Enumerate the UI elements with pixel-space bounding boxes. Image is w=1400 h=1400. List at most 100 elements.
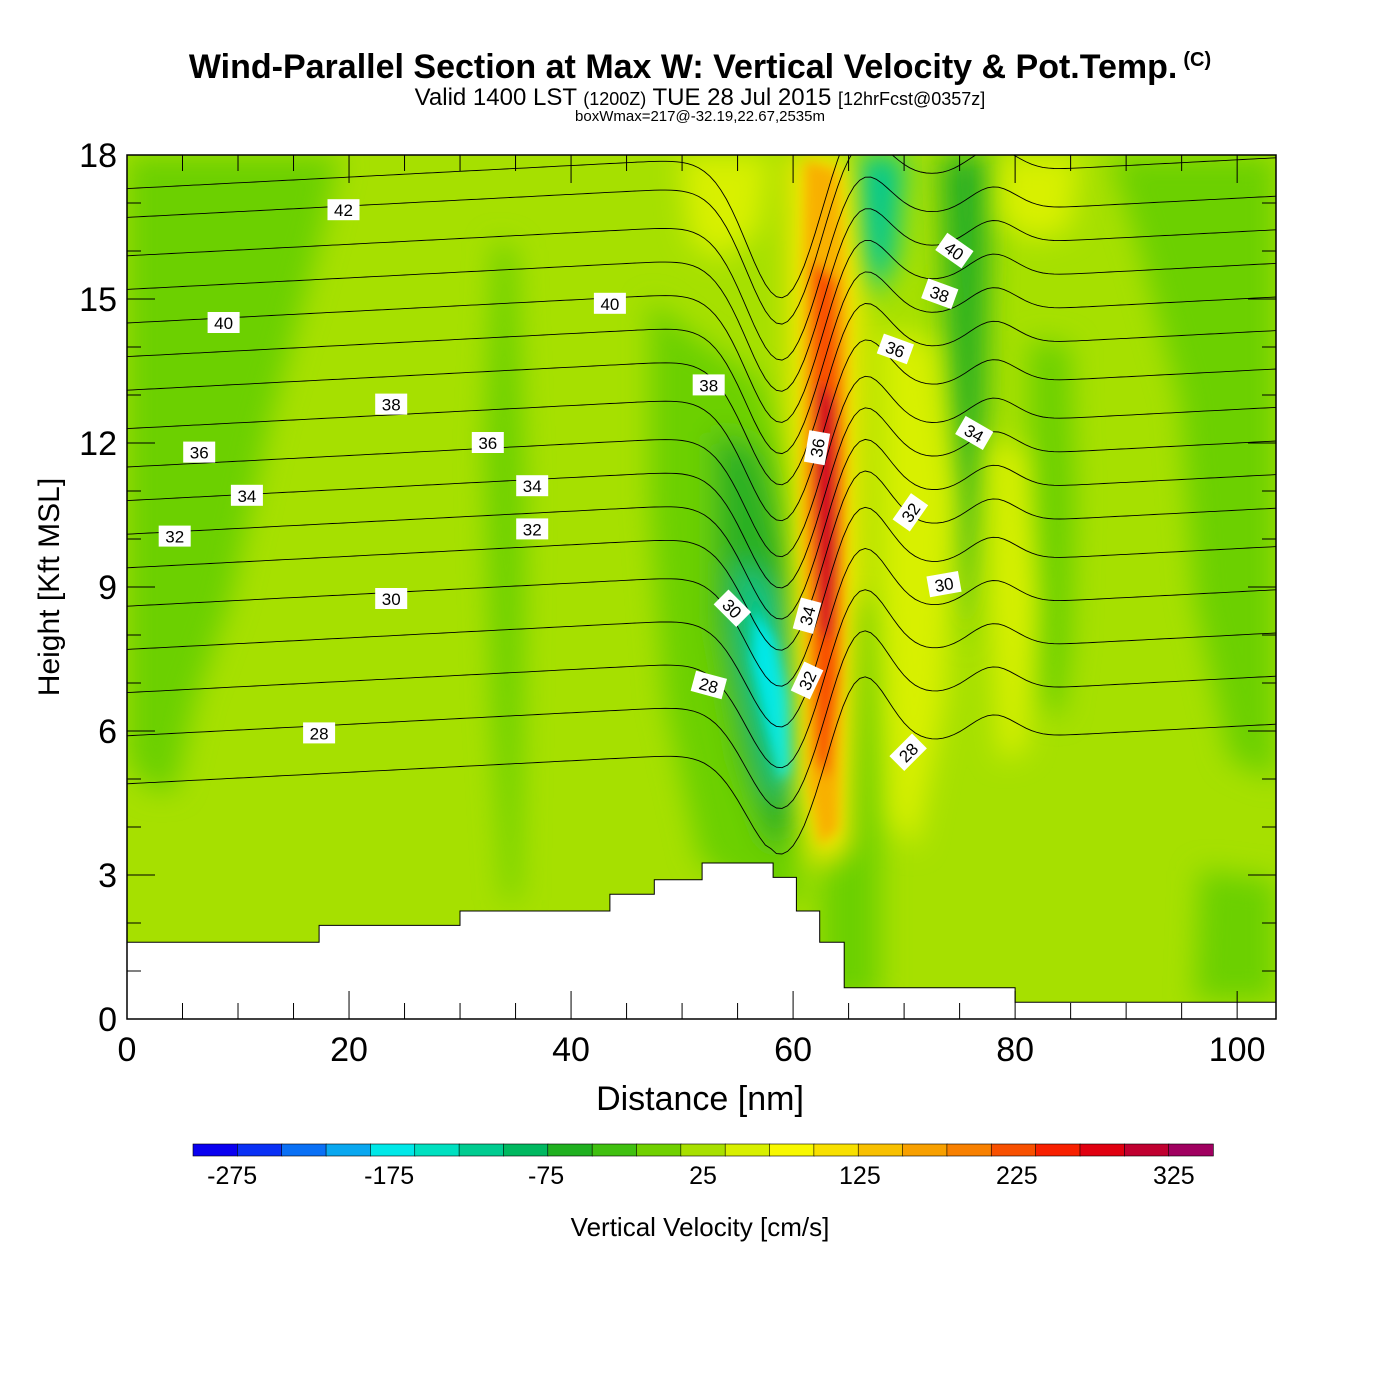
colorbar-swatch xyxy=(1035,1143,1081,1157)
contour-label-bg xyxy=(516,518,549,540)
contour-label: 28 xyxy=(303,722,336,744)
valid-time-zulu: (1200Z) xyxy=(583,89,647,109)
contour-label: 34 xyxy=(516,475,549,497)
downdraft-left xyxy=(127,155,340,790)
y-axis-label: Height [Kft MSL] xyxy=(33,477,66,697)
contour-label-bg xyxy=(207,312,240,333)
colorbar-swatch xyxy=(503,1143,549,1157)
contour-label-text: 28 xyxy=(310,724,329,743)
contour-label-bg xyxy=(889,733,927,771)
contour-label-text: 38 xyxy=(382,396,401,415)
contour-label-text: 38 xyxy=(699,376,718,395)
downdraft-right-low xyxy=(1195,870,1276,1000)
contour-label-bg xyxy=(803,430,831,466)
contour-label-text: 34 xyxy=(237,487,256,506)
x-tick-label: 80 xyxy=(996,1031,1034,1069)
contour-label-bg xyxy=(516,475,549,497)
contour-label-bg xyxy=(230,484,263,506)
chart-subtitle: Valid 1400 LST (1200Z) TUE 28 Jul 2015 [… xyxy=(0,84,1400,112)
x-tick-label: 0 xyxy=(118,1031,137,1069)
y-tick-label: 3 xyxy=(98,857,117,895)
colorbar-swatch xyxy=(636,1143,682,1157)
x-axis: 0 20 40 60 80 100 xyxy=(118,155,1266,1069)
colorbar-swatch xyxy=(192,1143,239,1157)
contour-label: 34 xyxy=(792,597,822,634)
contour-label: 42 xyxy=(327,199,360,221)
contour-label: 40 xyxy=(593,292,626,314)
theta-line xyxy=(127,438,1276,620)
contour-label: 34 xyxy=(230,484,263,506)
y-tick-label: 6 xyxy=(98,713,117,751)
contour-label-bg xyxy=(926,570,962,598)
theta-line xyxy=(127,676,1276,855)
x-tick-label: 100 xyxy=(1209,1031,1266,1069)
theta-line xyxy=(127,470,1276,651)
contour-label-bg xyxy=(327,199,360,221)
contour-label: 38 xyxy=(692,374,725,396)
colorbar-swatch xyxy=(680,1143,726,1157)
contour-label-text: 34 xyxy=(796,604,819,627)
updraft-upper-left xyxy=(680,155,770,260)
contour-label-text: 40 xyxy=(600,295,619,314)
contour-label: 30 xyxy=(375,588,408,609)
contour-label-bg xyxy=(303,722,336,744)
x-tick-label: 20 xyxy=(330,1031,368,1069)
y-tick-label: 18 xyxy=(79,137,117,175)
terrain xyxy=(126,862,1277,1020)
colorbar-swatch xyxy=(946,1143,992,1157)
downdraft-band-35nm xyxy=(485,240,525,900)
contour-label-bg xyxy=(955,415,994,451)
contour-label-bg xyxy=(375,393,408,415)
colorbar-swatch xyxy=(857,1143,904,1157)
contour-label-bg xyxy=(792,597,822,634)
theta-line xyxy=(127,208,1276,392)
colorbar-swatch xyxy=(1124,1143,1170,1157)
contour-label-text: 30 xyxy=(382,590,401,609)
contour-label: 36 xyxy=(803,430,831,466)
contour-label-text: 30 xyxy=(933,574,955,596)
colorbar-swatch xyxy=(724,1143,771,1157)
colorbar-tick-label: -175 xyxy=(364,1162,414,1190)
colorbar-swatch xyxy=(281,1143,327,1157)
forecast-info: [12hrFcst@0357z] xyxy=(837,89,986,109)
valid-time: Valid 1400 LST xyxy=(414,84,577,111)
contour-label-bg xyxy=(471,432,504,453)
updraft-secondary-2 xyxy=(990,440,1035,760)
contour-label: 36 xyxy=(471,432,504,453)
colorbar-swatch xyxy=(237,1143,283,1157)
colorbar-swatch xyxy=(1168,1143,1214,1157)
contour-label-bg xyxy=(876,333,914,365)
theta-line xyxy=(127,589,1276,769)
colorbar-swatch xyxy=(591,1143,638,1157)
valid-date: TUE 28 Jul 2015 xyxy=(652,84,832,111)
colorbar-tick-label: -75 xyxy=(528,1162,564,1190)
theta-line xyxy=(127,407,1276,589)
colorbar-swatch xyxy=(813,1143,859,1157)
contour-label: 32 xyxy=(158,525,191,547)
contour-label-bg xyxy=(935,232,974,269)
colorbar-swatch xyxy=(370,1143,416,1157)
contour-label-bg xyxy=(593,292,626,314)
contour-label-text: 36 xyxy=(190,444,209,463)
chart-title: Wind-Parallel Section at Max W: Vertical… xyxy=(0,48,1400,87)
contour-label: 36 xyxy=(183,441,216,463)
downdraft-upper-right xyxy=(940,155,990,650)
theta-line xyxy=(127,155,1276,325)
theta-line xyxy=(127,176,1276,361)
colorbar-swatch xyxy=(547,1143,593,1157)
contour-label: 32 xyxy=(790,661,824,700)
updraft-secondary xyxy=(880,330,955,850)
colorbar-tick-label: -275 xyxy=(207,1162,257,1190)
theta-line xyxy=(127,506,1276,687)
theta-line xyxy=(127,375,1276,558)
colorbar-swatch xyxy=(902,1143,948,1157)
x-axis-label: Distance [nm] xyxy=(596,1080,804,1118)
contour-label-text: 36 xyxy=(807,437,829,459)
downdraft-right-1 xyxy=(1030,340,1075,720)
theta-line xyxy=(127,271,1276,455)
contour-label-text: 42 xyxy=(334,201,353,220)
contour-label-bg xyxy=(892,493,929,532)
y-tick-label: 9 xyxy=(98,569,117,607)
